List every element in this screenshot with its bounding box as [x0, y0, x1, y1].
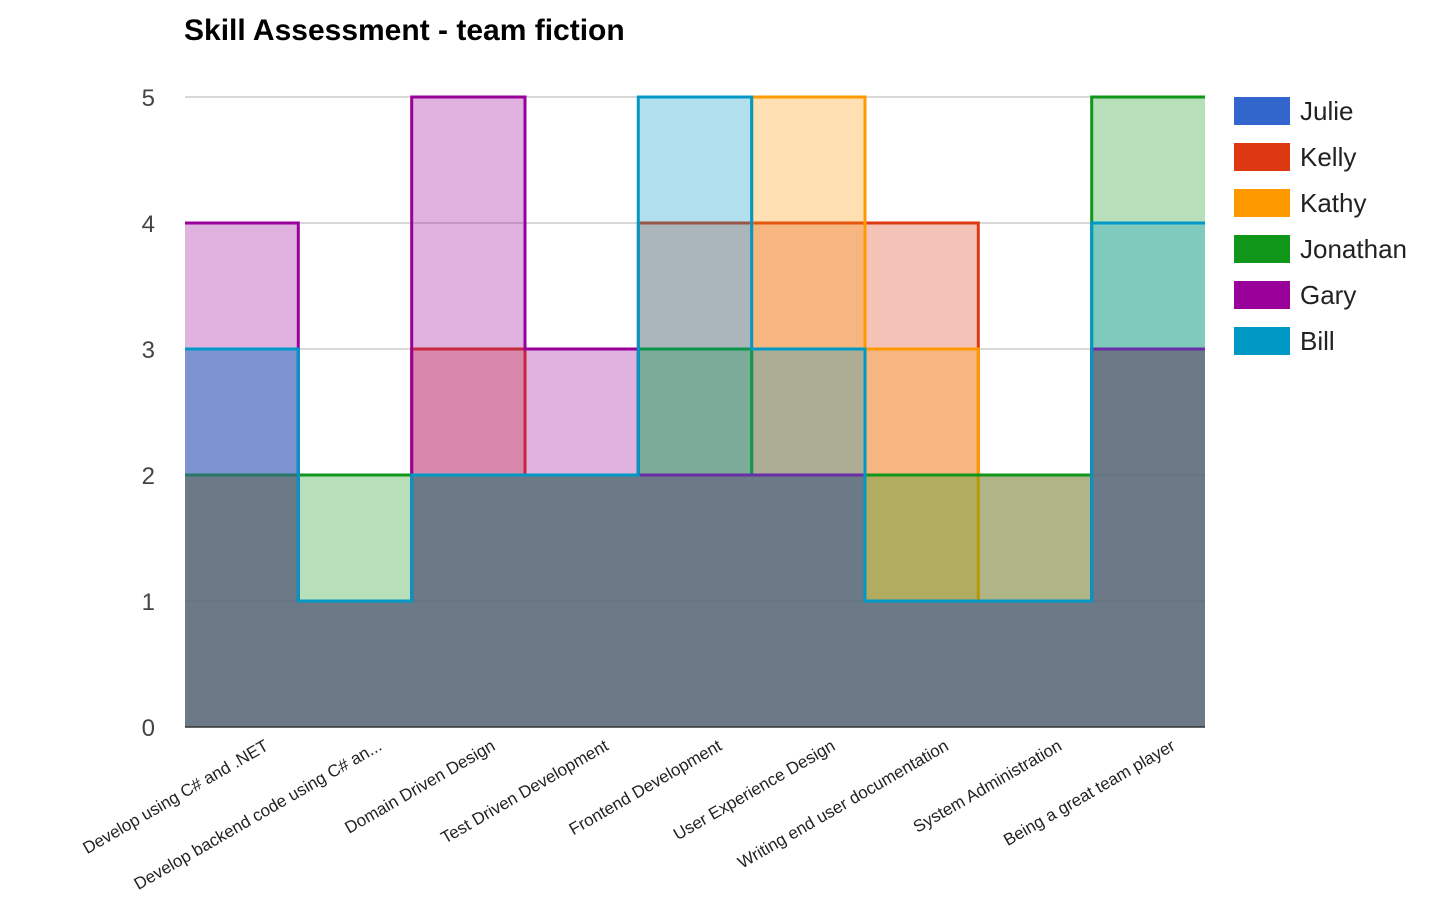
y-tick-label: 3 [142, 337, 155, 364]
legend-label: Kelly [1300, 142, 1356, 172]
x-category-label: Writing end user documentation [735, 736, 952, 872]
legend-label: Bill [1300, 326, 1335, 356]
legend-swatch [1234, 281, 1290, 309]
legend-swatch [1234, 235, 1290, 263]
series-line [185, 95, 1205, 603]
series-area [185, 97, 1205, 727]
legend-item-jonathan[interactable]: Jonathan [1234, 234, 1407, 264]
y-tick-label: 5 [142, 85, 155, 112]
series-area [185, 97, 1205, 727]
legend-label: Gary [1300, 280, 1356, 310]
legend-item-bill[interactable]: Bill [1234, 326, 1335, 356]
legend-label: Julie [1300, 96, 1353, 126]
legend: Julie Kelly Kathy Jonathan Gary Bill [1234, 96, 1407, 356]
series-area [185, 349, 1205, 727]
legend-item-kelly[interactable]: Kelly [1234, 142, 1356, 172]
legend-swatch [1234, 327, 1290, 355]
x-category-label: Develop using C# and .NET [80, 736, 272, 858]
series-area [185, 97, 1205, 727]
legend-item-julie[interactable]: Julie [1234, 96, 1353, 126]
legend-swatch [1234, 143, 1290, 171]
legend-item-kathy[interactable]: Kathy [1234, 188, 1367, 218]
series-area [185, 97, 1205, 727]
legend-label: Kathy [1300, 188, 1367, 218]
chart-title: Skill Assessment - team fiction [184, 14, 625, 47]
y-tick-label: 2 [142, 463, 155, 490]
legend-item-gary[interactable]: Gary [1234, 280, 1356, 310]
legend-swatch [1234, 97, 1290, 125]
legend-label: Jonathan [1300, 234, 1407, 264]
series-bill [185, 95, 1205, 727]
y-tick-label: 0 [142, 715, 155, 742]
y-tick-label: 1 [142, 589, 155, 616]
legend-swatch [1234, 189, 1290, 217]
y-tick-label: 4 [142, 211, 155, 238]
series-areas [185, 95, 1205, 727]
